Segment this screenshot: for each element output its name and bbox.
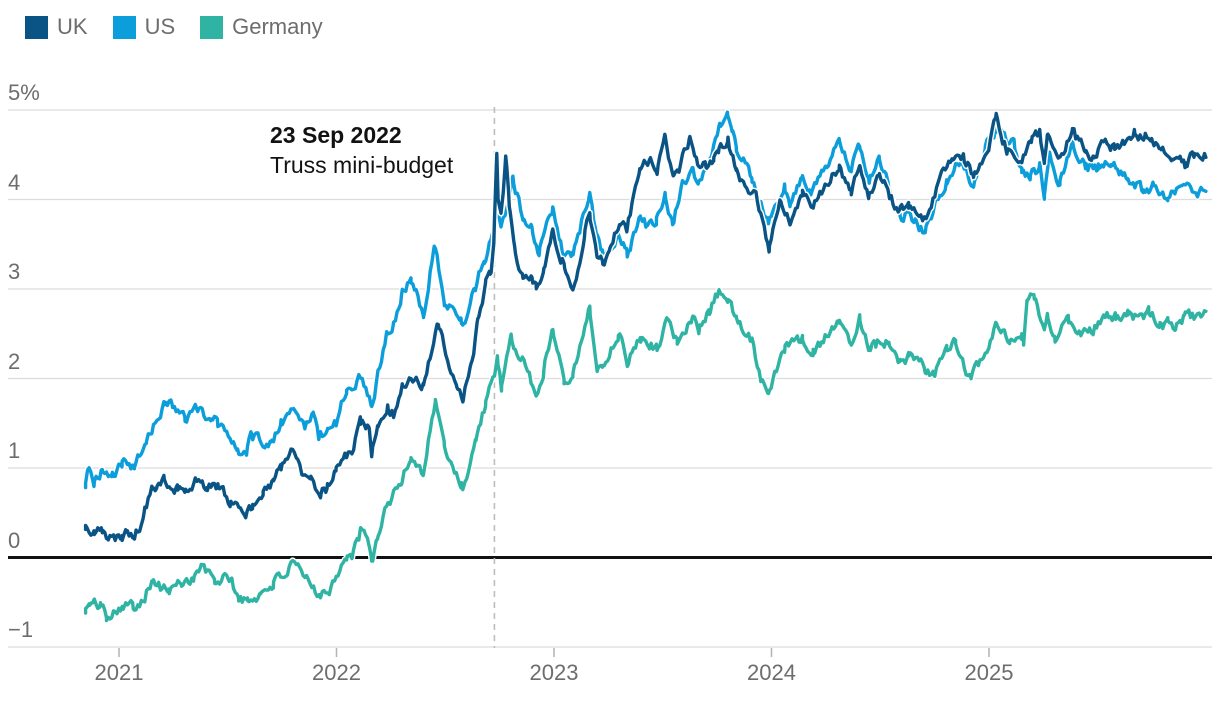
y-axis-label-2: 2 (8, 348, 21, 374)
series-line-uk (83, 111, 1208, 543)
y-axis-label-3: 3 (8, 259, 21, 284)
series-casing-uk (82, 110, 1210, 544)
legend-label-germany: Germany (232, 14, 323, 39)
x-axis-label-2022: 2022 (312, 660, 361, 685)
legend-swatch-uk (25, 15, 48, 39)
annotation-label: Truss mini-budget (270, 152, 454, 178)
y-axis-label-4: 4 (8, 169, 21, 195)
y-axis-label-1: 1 (8, 438, 21, 463)
x-axis-label-2021: 2021 (94, 660, 144, 685)
legend-label-us: US (144, 14, 176, 39)
series-line-us (83, 110, 1208, 490)
legend-swatch-germany (200, 15, 224, 39)
y-axis-label-0: 0 (8, 527, 21, 553)
y-axis-label-5: 5% (8, 80, 40, 105)
legend-item-germany: Germany (200, 14, 323, 39)
annotation: 23 Sep 2022 Truss mini-budget (270, 120, 453, 181)
legend-item-uk: UK (25, 15, 88, 39)
x-axis-label-2024: 2024 (747, 660, 796, 685)
legend-swatch-us (112, 15, 136, 39)
legend: UK US Germany (25, 15, 323, 39)
y-axis-label--1: −1 (8, 617, 34, 642)
legend-item-us: US (112, 14, 176, 39)
series-line-germany (83, 288, 1208, 623)
x-axis-label-2023: 2023 (529, 660, 579, 685)
annotation-date: 23 Sep 2022 (270, 122, 402, 148)
x-axis-label-2025: 2025 (964, 660, 1014, 685)
legend-label-uk: UK (57, 14, 88, 39)
